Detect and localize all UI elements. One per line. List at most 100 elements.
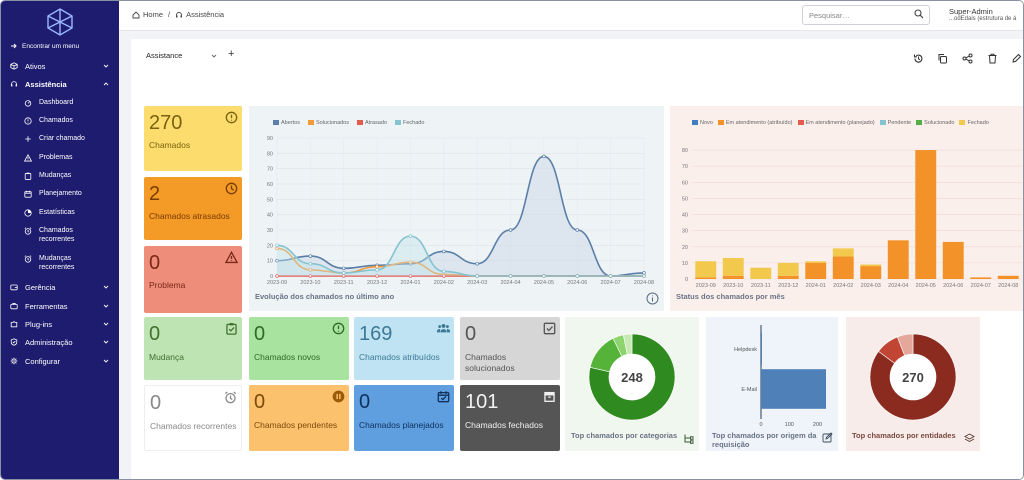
tile-chamados-fechados[interactable]: 101 Chamados fechados (460, 385, 560, 451)
copy-icon[interactable] (937, 53, 948, 64)
data-point[interactable] (508, 274, 513, 278)
tile-chamados-planejados[interactable]: 0 Chamados planejados (354, 385, 454, 451)
info-icon[interactable] (646, 292, 659, 305)
tile-chamados[interactable]: 270 Chamados (144, 106, 242, 171)
bar[interactable] (832, 256, 854, 279)
sidebar-item-ativos[interactable]: Ativos (1, 58, 119, 74)
data-point[interactable] (308, 261, 313, 266)
bar[interactable] (761, 332, 762, 366)
dashboard-select[interactable]: Assistance (146, 51, 183, 60)
data-point[interactable] (442, 249, 446, 254)
user-entity[interactable]: ...odEdais (estrutura de á (949, 16, 1017, 22)
add-dashboard-button[interactable]: + (228, 48, 235, 60)
sidebar-subitem-planejamento[interactable]: Planejamento (1, 186, 119, 202)
data-point[interactable] (275, 274, 279, 278)
tile-chamados-recorrentes[interactable]: 0 Chamados recorrentes (144, 385, 242, 451)
edit-icon[interactable] (1011, 53, 1022, 64)
legend-item[interactable]: Em atendimento (planejado) (797, 120, 875, 126)
bar[interactable] (695, 277, 717, 279)
sidebar-subitem-criar-chamado[interactable]: Criar chamado (1, 131, 119, 147)
sidebar-subitem-chamados-recorrentes[interactable]: Chamados recorrentes (1, 223, 119, 245)
bar[interactable] (915, 150, 937, 279)
bar[interactable] (942, 241, 964, 279)
data-point[interactable] (442, 274, 446, 278)
data-point[interactable] (375, 274, 379, 278)
legend-item[interactable]: Abertos (273, 120, 300, 126)
data-point[interactable] (642, 271, 646, 275)
sidebar-item-plug-ins[interactable]: Plug-ins (1, 316, 119, 332)
data-point[interactable] (575, 228, 580, 232)
bar[interactable] (887, 240, 909, 279)
bar[interactable] (777, 275, 799, 279)
tile-mudanca[interactable]: 0 Mudança (144, 317, 242, 380)
bar[interactable] (997, 275, 1019, 279)
legend-item[interactable]: Em atendimento (atribuído) (717, 120, 793, 126)
data-point[interactable] (642, 274, 646, 278)
sidebar-subitem-chamados[interactable]: Chamados (1, 113, 119, 129)
tile-problema[interactable]: 0 Problema (144, 246, 242, 313)
sidebar-subitem-estatisticas[interactable]: Estatísticas (1, 205, 119, 221)
data-point[interactable] (308, 268, 313, 272)
legend-item[interactable]: Solucionado (916, 120, 954, 126)
legend-item[interactable]: Novo (692, 120, 713, 126)
share-icon[interactable] (962, 53, 973, 64)
data-point[interactable] (475, 274, 479, 278)
sidebar-item-administracao[interactable]: Administração (1, 334, 119, 350)
data-point[interactable] (275, 258, 279, 263)
bar[interactable] (832, 248, 854, 257)
history-icon[interactable] (913, 53, 924, 64)
bar[interactable] (777, 262, 799, 276)
legend-item[interactable]: Fechado (395, 120, 424, 126)
sidebar-subitem-mudancas-recorrentes[interactable]: Mudanças recorrentes (1, 251, 119, 273)
bar[interactable] (695, 261, 717, 278)
bar[interactable] (970, 277, 992, 279)
bar[interactable] (750, 267, 772, 279)
sidebar-item-gerencia[interactable]: Gerência (1, 279, 119, 295)
data-point[interactable] (608, 274, 613, 278)
bar[interactable] (761, 369, 826, 409)
data-point[interactable] (408, 260, 413, 264)
legend-item[interactable]: Fechado (959, 120, 989, 126)
sidebar-item-ferramentas[interactable]: Ferramentas (1, 298, 119, 314)
tile-chamados-pendentes[interactable]: 0 Chamados pendentes (249, 385, 349, 451)
data-point[interactable] (408, 274, 413, 278)
legend-item[interactable]: Solucionados (307, 120, 349, 126)
find-menu-button[interactable]: Encontrar um menu (10, 42, 79, 50)
data-point[interactable] (542, 154, 546, 159)
trash-icon[interactable] (987, 53, 998, 64)
sidebar-subitem-dashboard[interactable]: Dashboard (1, 95, 119, 111)
data-point[interactable] (375, 265, 379, 269)
tile-chamados-atrasados[interactable]: 2 Chamados atrasados (144, 177, 242, 240)
logo-icon[interactable] (47, 8, 73, 36)
sidebar-item-assistencia[interactable]: Assistência (1, 76, 119, 92)
bar[interactable] (805, 261, 827, 263)
data-point[interactable] (375, 268, 379, 272)
bar[interactable] (722, 258, 744, 276)
bar[interactable] (860, 266, 882, 279)
data-point[interactable] (542, 274, 546, 278)
series-line-fechado[interactable] (276, 235, 644, 277)
data-point[interactable] (341, 271, 346, 275)
tile-chamados-solucionados[interactable]: 0 Chamados solucionados (460, 317, 560, 380)
data-point[interactable] (275, 243, 279, 248)
data-point[interactable] (308, 254, 313, 258)
sidebar-subitem-problemas[interactable]: Problemas (1, 150, 119, 166)
data-point[interactable] (508, 228, 513, 232)
bar[interactable] (805, 262, 827, 279)
tile-chamados-atribuidos[interactable]: 169 Chamados atribuídos (354, 317, 454, 380)
chevron-down-icon[interactable] (211, 53, 217, 59)
data-point[interactable] (341, 266, 346, 271)
tile-chamados-novos[interactable]: 0 Chamados novos (249, 317, 349, 380)
bar[interactable] (860, 264, 882, 267)
data-point[interactable] (575, 274, 580, 278)
data-point[interactable] (308, 274, 313, 278)
breadcrumb-home[interactable]: Home (143, 10, 164, 19)
data-point[interactable] (442, 269, 446, 274)
legend-item[interactable]: Atrasado (357, 120, 387, 126)
search-input[interactable]: Pesquisar… (802, 5, 930, 25)
data-point[interactable] (475, 261, 479, 266)
bar[interactable] (722, 275, 744, 279)
sidebar-subitem-mudancas[interactable]: Mudanças (1, 168, 119, 184)
breadcrumb-current[interactable]: Assistência (186, 10, 225, 19)
data-point[interactable] (408, 234, 413, 238)
